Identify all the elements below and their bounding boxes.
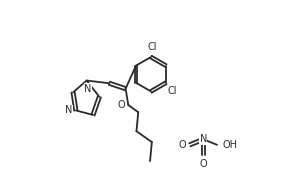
- Text: O: O: [178, 140, 186, 150]
- Text: O: O: [200, 159, 207, 169]
- Text: Cl: Cl: [147, 42, 157, 52]
- Text: O: O: [118, 100, 125, 110]
- Text: N: N: [84, 84, 91, 94]
- Text: OH: OH: [222, 140, 237, 150]
- Text: N: N: [200, 134, 207, 144]
- Text: Cl: Cl: [168, 87, 178, 96]
- Text: N: N: [65, 105, 72, 115]
